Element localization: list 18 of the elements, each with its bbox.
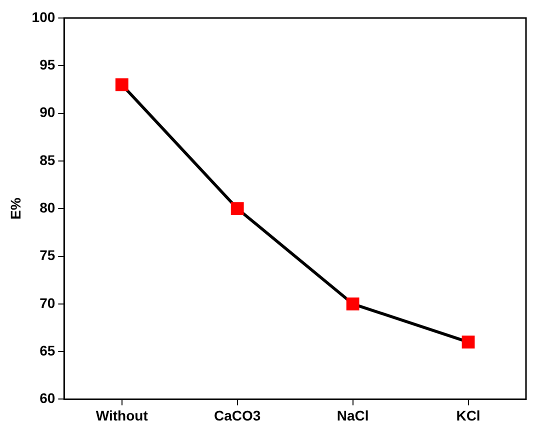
y-tick-label: 75 [40, 247, 56, 264]
x-tick-label: KCl [456, 407, 480, 424]
x-tick-label: NaCl [336, 407, 369, 424]
x-tick-label: CaCO3 [214, 407, 261, 424]
y-tick-label: 90 [40, 104, 56, 120]
y-tick-label: 100 [32, 8, 56, 25]
y-axis-title: E% [7, 197, 24, 220]
y-tick-label: 65 [40, 342, 56, 358]
y-tick-label: 95 [40, 56, 56, 73]
x-tick-label: Without [96, 407, 148, 424]
point [115, 78, 128, 92]
point [462, 336, 475, 348]
point [230, 202, 244, 216]
point [346, 297, 360, 310]
y-tick-label: 70 [40, 294, 56, 311]
y-tick-label: 85 [40, 152, 56, 168]
y-tick-label: 80 [40, 199, 56, 216]
y-tick-label: 60 [40, 390, 56, 406]
